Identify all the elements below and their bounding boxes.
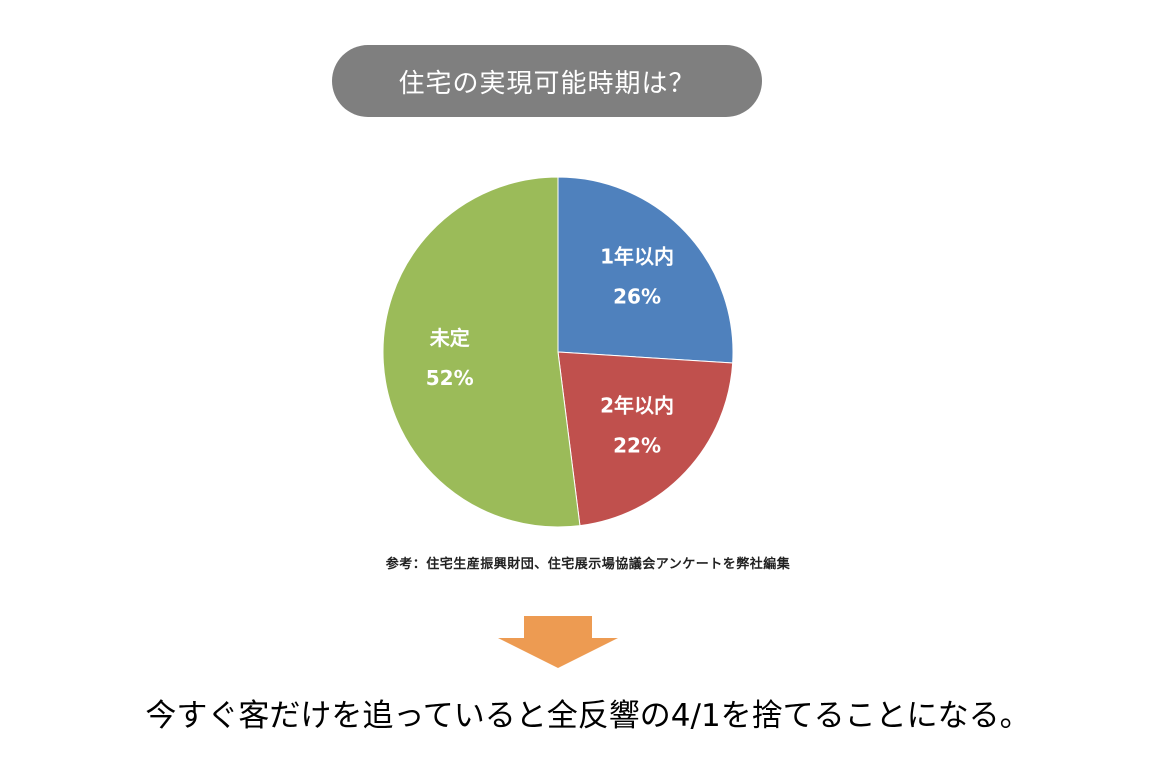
pie-labels: 1年以内 26% 2年以内 22% 未定 52%: [426, 245, 674, 458]
slice-value-label: 26%: [613, 285, 661, 309]
page-title: 住宅の実現可能時期は？: [398, 68, 696, 99]
slice-category-label: 1年以内: [600, 245, 674, 269]
pie-slice: [382, 176, 581, 528]
slice-value-label: 22%: [613, 433, 661, 457]
source-note: 参考：住宅生産振興財団、住宅展示場協議会アンケートを弊社編集: [385, 557, 791, 572]
pie-slices: [382, 176, 734, 528]
slice-category-label: 未定: [430, 326, 470, 350]
pie-chart: 1年以内 26% 2年以内 22% 未定 52%: [382, 176, 734, 528]
down-arrow-icon: [498, 616, 618, 668]
title-pill: 住宅の実現可能時期は？: [332, 45, 762, 117]
conclusion-text: 今すぐ客だけを追っていると全反響の4/1を捨てることになる。: [145, 698, 1031, 734]
slice-value-label: 52%: [426, 366, 474, 390]
pie-slice: [557, 351, 734, 527]
pie-slice: [557, 176, 734, 364]
slice-category-label: 2年以内: [600, 393, 674, 417]
